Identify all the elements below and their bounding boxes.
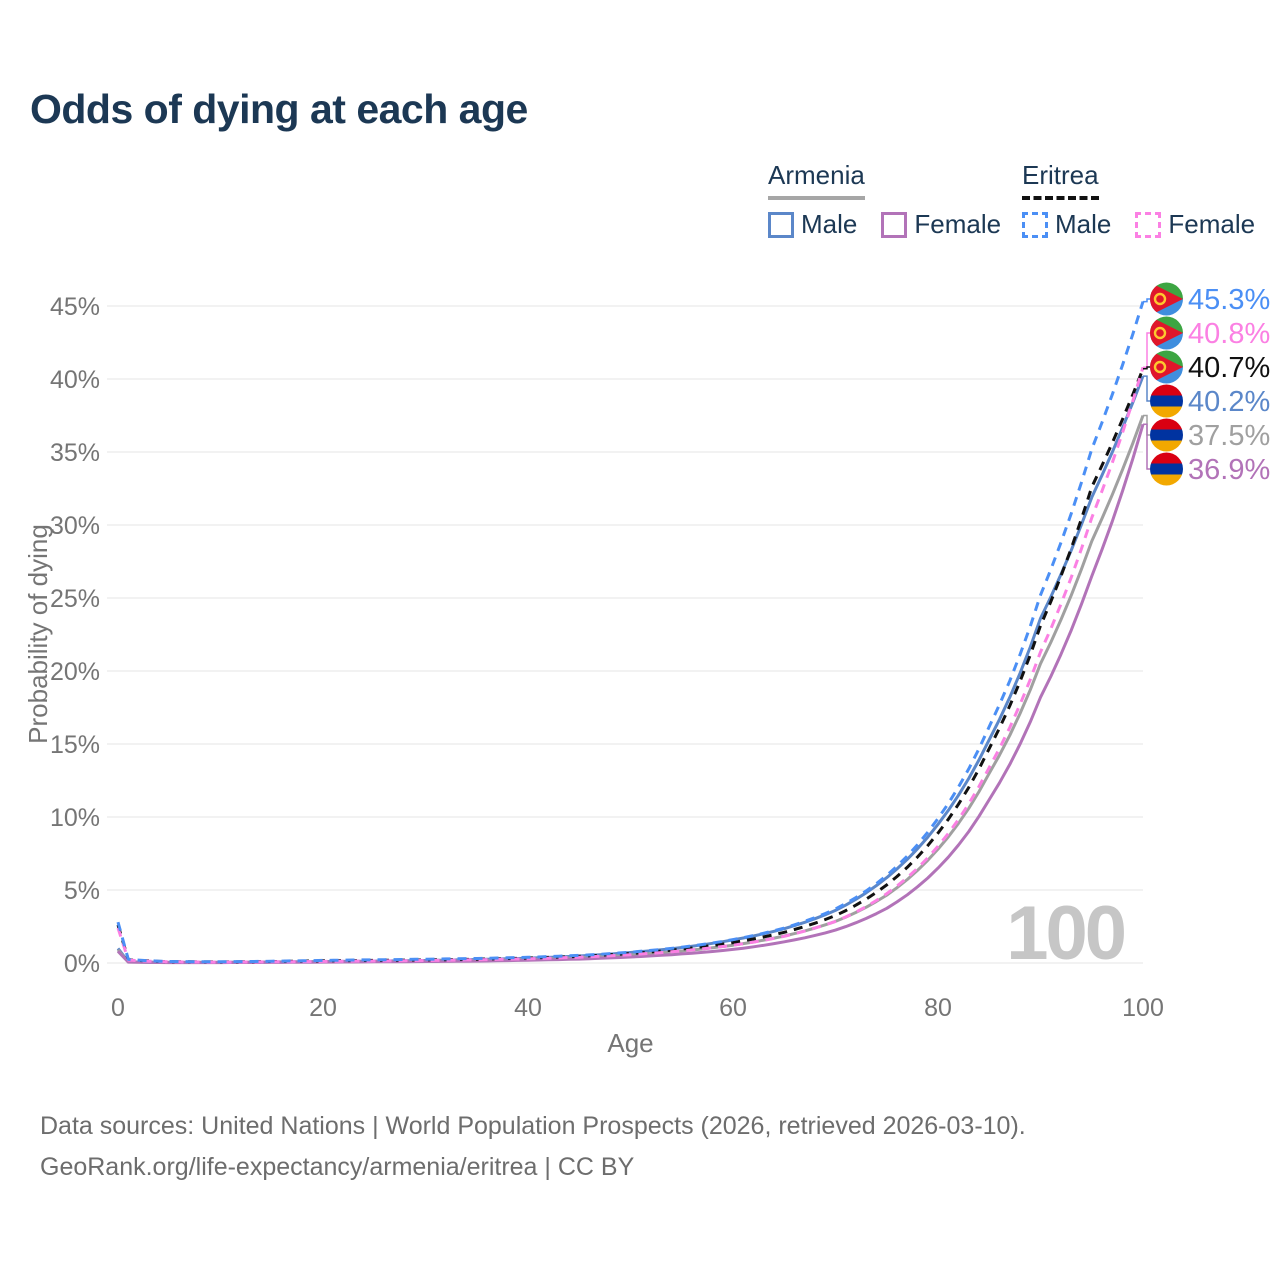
x-tick-label: 20 xyxy=(309,994,337,1022)
end-label-connector-eritrea-male xyxy=(1143,298,1150,303)
page-title: Odds of dying at each age xyxy=(30,86,528,132)
legend-items-eritrea: Male Female xyxy=(1022,209,1255,240)
y-tick-label: 20% xyxy=(50,658,100,686)
footer: Data sources: United Nations | World Pop… xyxy=(40,1106,1026,1188)
armenia-flag-icon xyxy=(1150,452,1183,486)
legend-items-armenia: Male Female xyxy=(768,209,1001,240)
data-sources-line: Data sources: United Nations | World Pop… xyxy=(40,1112,1026,1140)
attribution-line: GeoRank.org/life-expectancy/armenia/erit… xyxy=(40,1153,635,1181)
x-tick-label: 60 xyxy=(719,994,747,1022)
y-tick-label: 45% xyxy=(50,293,100,321)
end-label-connector-armenia-female xyxy=(1143,423,1150,470)
series-line-eritrea-female[interactable] xyxy=(116,366,1145,964)
legend-label-armenia-male: Male xyxy=(801,209,858,239)
eritrea-flag-icon xyxy=(1150,316,1183,350)
end-value-label-armenia-both: 37.5% xyxy=(1188,420,1270,452)
x-tick-label: 40 xyxy=(514,994,542,1022)
y-tick-label: 10% xyxy=(50,804,100,832)
y-tick-label: 5% xyxy=(64,877,100,905)
legend-group-eritrea: Eritrea Male Female xyxy=(1022,160,1255,240)
legend-item-armenia-male[interactable]: Male xyxy=(768,209,857,240)
legend-label-eritrea-male: Male xyxy=(1055,209,1112,239)
end-value-label-armenia-male: 40.2% xyxy=(1188,386,1270,418)
y-tick-label: 40% xyxy=(50,366,100,394)
armenia-female-swatch-icon xyxy=(881,211,908,238)
series-line-eritrea-both[interactable] xyxy=(116,368,1145,964)
y-tick-label: 30% xyxy=(50,512,100,540)
age-watermark: 100 xyxy=(1006,891,1125,976)
legend-label-armenia-female: Female xyxy=(914,209,1002,239)
armenia-male-swatch-icon xyxy=(768,211,794,238)
eritrea-flag-icon xyxy=(1150,350,1183,384)
legend-label-eritrea-female: Female xyxy=(1168,209,1256,239)
legend-country-armenia[interactable]: Armenia xyxy=(768,160,865,200)
armenia-flag-icon xyxy=(1150,418,1183,452)
legend-item-armenia-female[interactable]: Female xyxy=(881,209,1001,240)
end-value-label-eritrea-both: 40.7% xyxy=(1188,352,1270,384)
eritrea-male-swatch-icon xyxy=(1022,211,1048,238)
series-line-armenia-male[interactable] xyxy=(116,375,1145,964)
x-tick-label: 80 xyxy=(924,994,952,1022)
series-line-armenia-female[interactable] xyxy=(116,423,1145,965)
end-label-connector-eritrea-female xyxy=(1143,332,1150,369)
legend-group-armenia: Armenia Male Female xyxy=(768,160,1001,240)
end-label-connector-eritrea-both xyxy=(1143,366,1150,370)
y-tick-label: 0% xyxy=(64,950,100,978)
legend-item-eritrea-female[interactable]: Female xyxy=(1135,209,1255,240)
eritrea-female-swatch-icon xyxy=(1135,211,1162,238)
eritrea-flag-icon xyxy=(1150,282,1183,316)
end-value-label-eritrea-female: 40.8% xyxy=(1188,318,1270,350)
series-line-eritrea-male[interactable] xyxy=(116,301,1145,964)
end-value-label-armenia-female: 36.9% xyxy=(1188,454,1270,486)
y-axis-title: Probability of dying xyxy=(23,524,53,744)
legend-item-eritrea-male[interactable]: Male xyxy=(1022,209,1111,240)
armenia-flag-icon xyxy=(1150,384,1183,418)
y-tick-label: 15% xyxy=(50,731,100,759)
x-axis-title: Age xyxy=(607,1028,653,1058)
x-tick-label: 100 xyxy=(1122,994,1164,1022)
legend-country-eritrea[interactable]: Eritrea xyxy=(1022,160,1099,200)
series-line-armenia-both[interactable] xyxy=(116,414,1145,964)
y-tick-label: 35% xyxy=(50,439,100,467)
x-tick-label: 0 xyxy=(111,994,125,1022)
end-label-connector-armenia-male xyxy=(1143,375,1150,402)
y-tick-label: 25% xyxy=(50,585,100,613)
end-value-label-eritrea-male: 45.3% xyxy=(1188,284,1270,316)
